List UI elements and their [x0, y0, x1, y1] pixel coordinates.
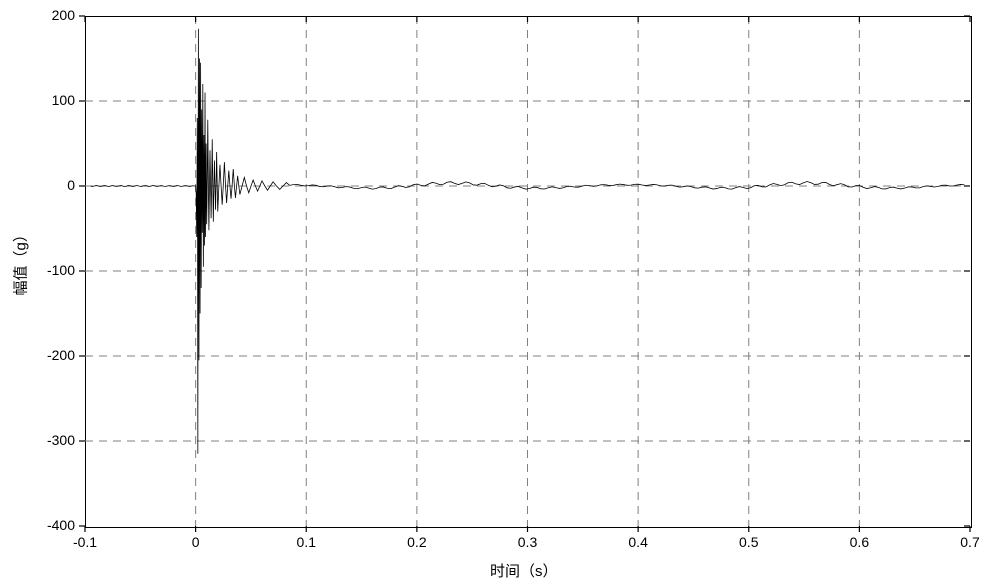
- chart-container: -400 -300 -200 -100 0 100 200 -0.1 0 0.1 0.2 0.3 0.…: [0, 0, 1000, 585]
- x-tick-label: 0.4: [628, 534, 647, 550]
- x-axis-label: 时间（s）: [490, 560, 558, 581]
- y-tick-label: -300: [35, 432, 75, 448]
- x-tick-label: 0.7: [960, 534, 979, 550]
- tick-marks: [0, 0, 1000, 585]
- x-tick-label: 0.2: [407, 534, 426, 550]
- y-tick-label: -100: [35, 262, 75, 278]
- x-tick-label: 0.6: [850, 534, 869, 550]
- x-tick-label: 0: [192, 534, 200, 550]
- y-tick-label: 200: [35, 7, 75, 23]
- y-axis-label: 幅值（g）: [10, 256, 31, 296]
- y-tick-label: -400: [35, 517, 75, 533]
- x-tick-label: 0.5: [739, 534, 758, 550]
- y-tick-label: 0: [35, 177, 75, 193]
- x-tick-label: 0.3: [518, 534, 537, 550]
- x-tick-label: 0.1: [297, 534, 316, 550]
- x-tick-label: -0.1: [73, 534, 97, 550]
- y-tick-label: -200: [35, 347, 75, 363]
- y-tick-label: 100: [35, 92, 75, 108]
